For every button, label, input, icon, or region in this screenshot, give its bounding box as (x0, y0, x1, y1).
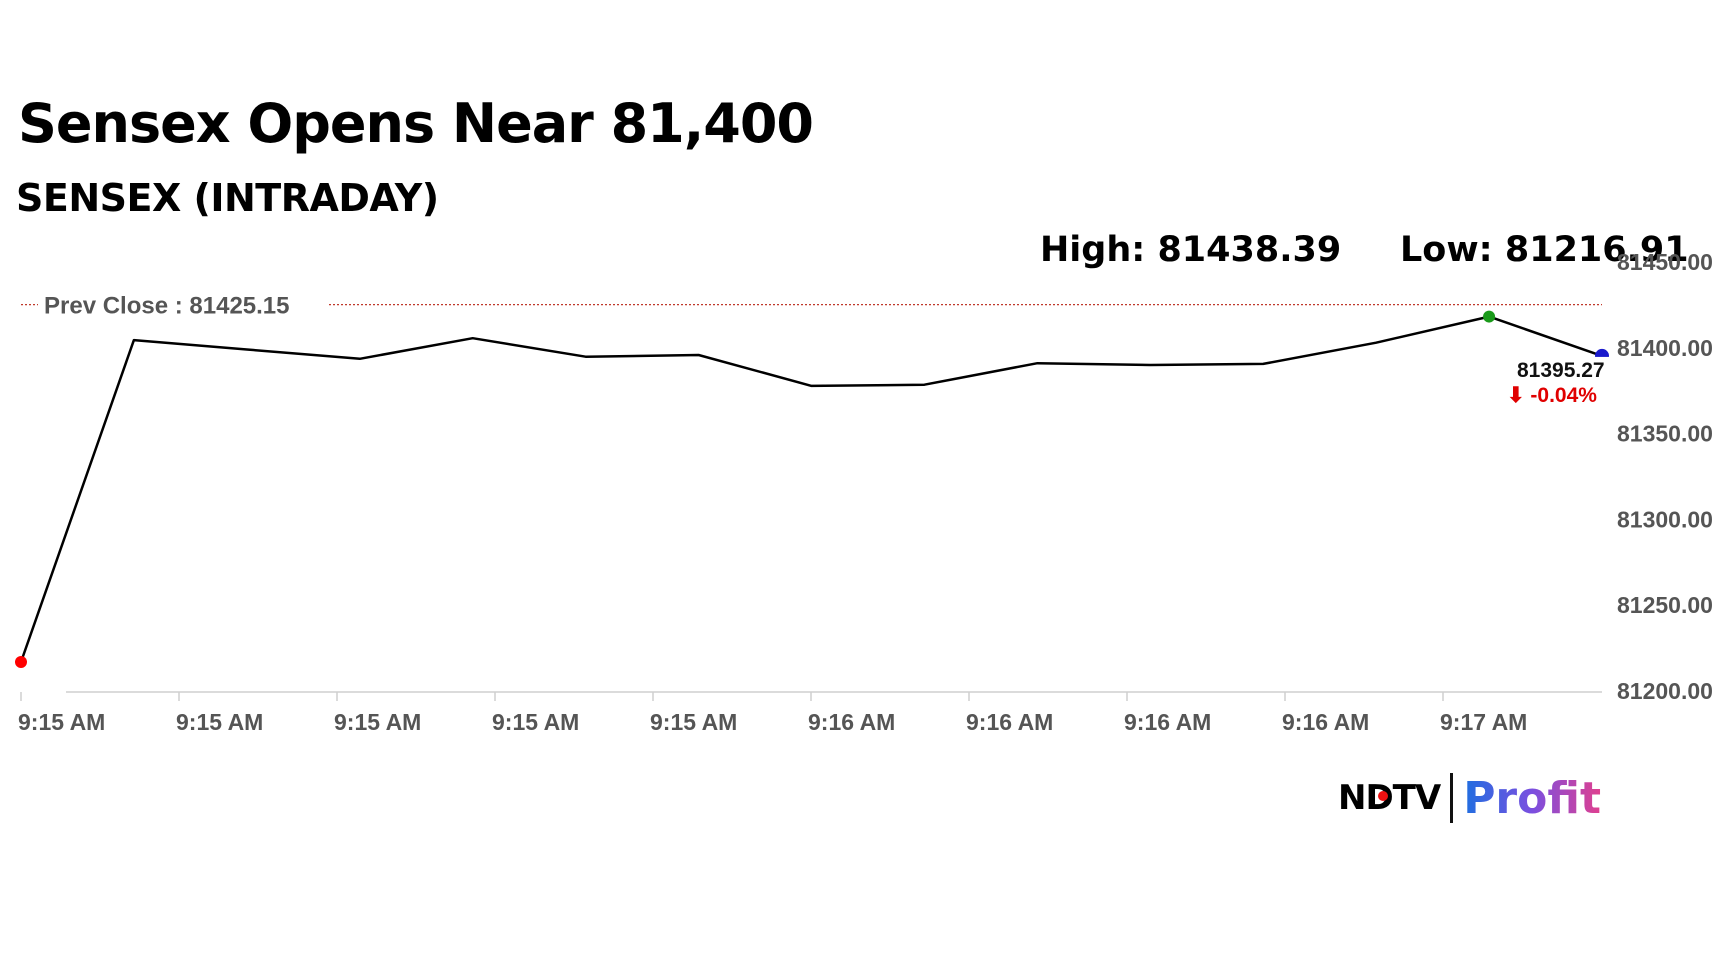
x-tick-label: 9:17 AM (1440, 709, 1527, 735)
headline: Sensex Opens Near 81,400 (18, 92, 814, 155)
y-tick-label: 81200.00 (1617, 678, 1713, 704)
x-tick-label: 9:15 AM (18, 709, 105, 735)
x-tick-label: 9:16 AM (1124, 709, 1211, 735)
prev-close-label-bg (38, 288, 328, 321)
x-tick-label: 9:15 AM (334, 709, 421, 735)
y-tick-label: 81400.00 (1617, 335, 1713, 361)
logo-dot-icon (1378, 791, 1388, 801)
logo-divider (1450, 773, 1454, 823)
last-value-bg (1515, 356, 1611, 381)
high-value: High: 81438.39 (1040, 230, 1342, 270)
last-value-label: 81395.27 (1517, 359, 1605, 382)
x-tick-label: 9:16 AM (966, 709, 1053, 735)
x-tick-label: 9:15 AM (176, 709, 263, 735)
x-tick-label: 9:15 AM (650, 709, 737, 735)
prev-close-label: Prev Close : 81425.15 (44, 293, 290, 320)
y-tick-label: 81450.00 (1617, 249, 1713, 275)
profit-wordmark: Profit (1463, 772, 1602, 824)
y-tick-label: 81250.00 (1617, 592, 1713, 618)
series-line (19, 315, 1603, 663)
x-tick-label: 9:16 AM (808, 709, 895, 735)
low-value: Low: 81216.91 (1400, 230, 1689, 270)
high-point-marker (1483, 310, 1496, 323)
ndtv-wordmark: NDTV (1338, 778, 1441, 818)
y-tick-label: 81350.00 (1617, 421, 1713, 447)
y-tick-label: 81300.00 (1617, 506, 1713, 532)
chart-subtitle: SENSEX (INTRADAY) (16, 176, 439, 220)
x-tick-label: 9:16 AM (1282, 709, 1369, 735)
last-change-label: ⬇ -0.04% (1507, 384, 1597, 407)
x-tick-label: 9:15 AM (492, 709, 579, 735)
low-point-marker (15, 655, 27, 668)
ndtv-profit-logo: NDTV Profit (1338, 772, 1601, 824)
